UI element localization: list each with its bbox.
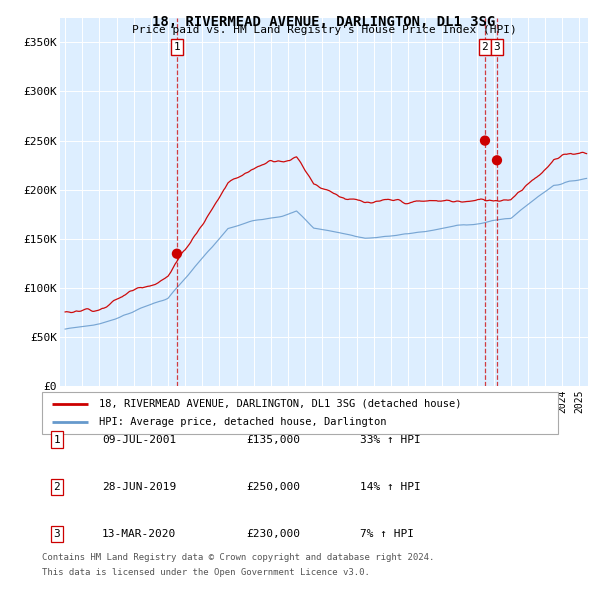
Text: 3: 3	[494, 42, 500, 52]
Text: 28-JUN-2019: 28-JUN-2019	[102, 482, 176, 491]
Point	[480, 136, 490, 145]
Text: 13-MAR-2020: 13-MAR-2020	[102, 529, 176, 539]
Text: 1: 1	[53, 435, 61, 444]
Text: 33% ↑ HPI: 33% ↑ HPI	[360, 435, 421, 444]
Text: HPI: Average price, detached house, Darlington: HPI: Average price, detached house, Darl…	[99, 418, 386, 428]
Text: Price paid vs. HM Land Registry's House Price Index (HPI): Price paid vs. HM Land Registry's House …	[131, 25, 517, 35]
Text: 18, RIVERMEAD AVENUE, DARLINGTON, DL1 3SG: 18, RIVERMEAD AVENUE, DARLINGTON, DL1 3S…	[152, 15, 496, 29]
Text: 7% ↑ HPI: 7% ↑ HPI	[360, 529, 414, 539]
Text: 1: 1	[173, 42, 180, 52]
Text: 3: 3	[53, 529, 61, 539]
Text: £135,000: £135,000	[246, 435, 300, 444]
Text: 2: 2	[482, 42, 488, 52]
Text: 18, RIVERMEAD AVENUE, DARLINGTON, DL1 3SG (detached house): 18, RIVERMEAD AVENUE, DARLINGTON, DL1 3S…	[99, 398, 461, 408]
Text: 14% ↑ HPI: 14% ↑ HPI	[360, 482, 421, 491]
Point	[492, 156, 502, 165]
Text: £250,000: £250,000	[246, 482, 300, 491]
Text: Contains HM Land Registry data © Crown copyright and database right 2024.: Contains HM Land Registry data © Crown c…	[42, 553, 434, 562]
Text: 2: 2	[53, 482, 61, 491]
Text: 09-JUL-2001: 09-JUL-2001	[102, 435, 176, 444]
Text: This data is licensed under the Open Government Licence v3.0.: This data is licensed under the Open Gov…	[42, 568, 370, 577]
Text: £230,000: £230,000	[246, 529, 300, 539]
Point	[172, 249, 182, 258]
